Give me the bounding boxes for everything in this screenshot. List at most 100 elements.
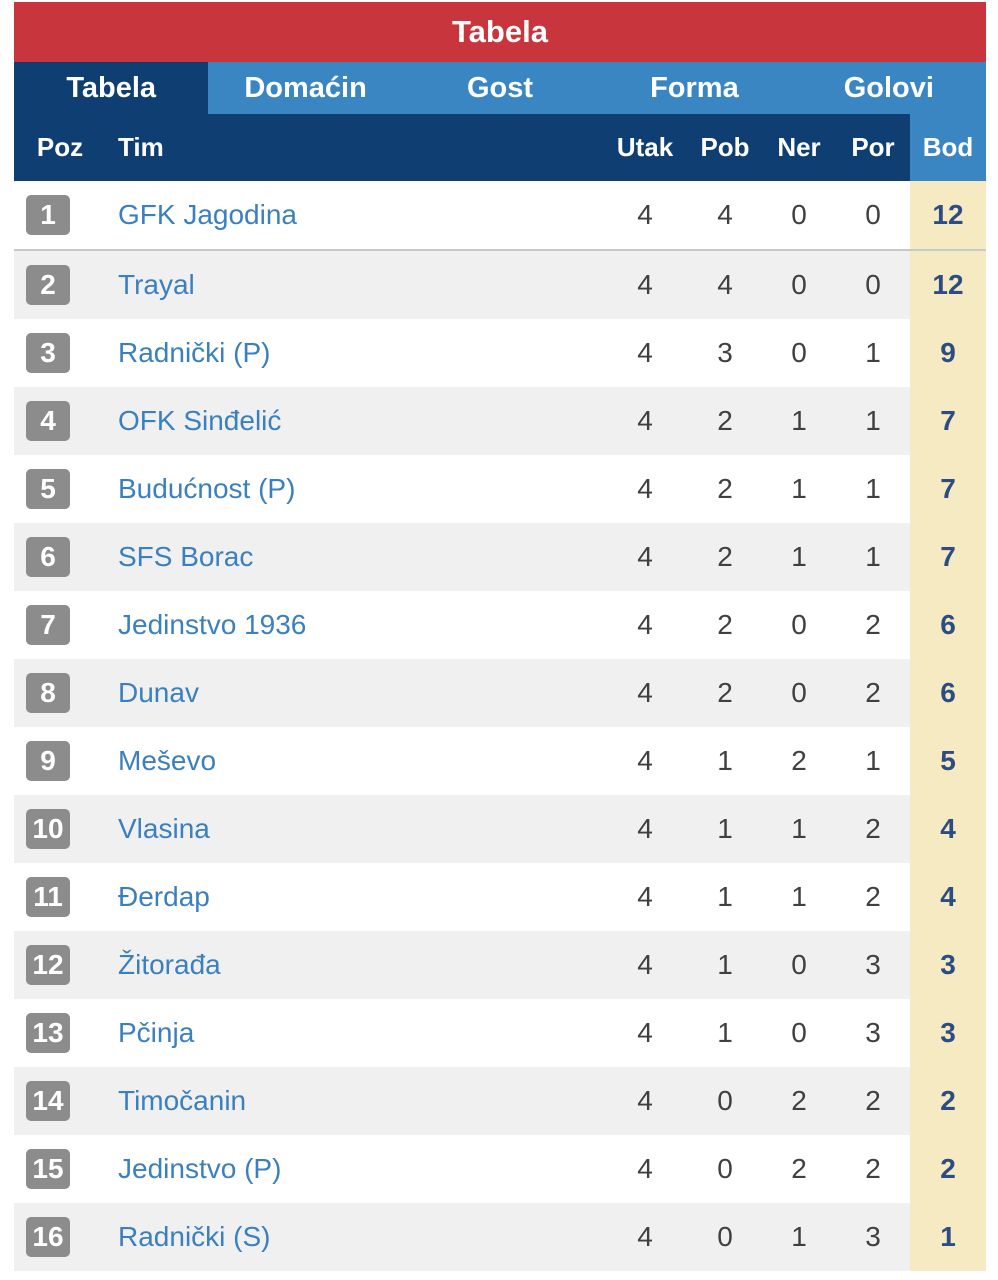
team-name-link[interactable]: Vlasina xyxy=(118,813,210,844)
points: 12 xyxy=(910,181,986,249)
position-cell: 10 xyxy=(14,809,106,849)
points: 12 xyxy=(910,251,986,319)
matches-played: 4 xyxy=(637,541,653,572)
position-cell: 11 xyxy=(14,877,106,917)
position-badge: 12 xyxy=(26,945,70,985)
losses: 3 xyxy=(865,1017,881,1048)
table-row: 10 Vlasina 4 1 1 2 4 xyxy=(14,795,986,863)
position-cell: 3 xyxy=(14,333,106,373)
draws: 1 xyxy=(791,813,807,844)
team-name-link[interactable]: Pčinja xyxy=(118,1017,195,1048)
position-cell: 16 xyxy=(14,1217,106,1257)
team-cell: GFK Jagodina xyxy=(106,199,602,231)
team-name-link[interactable]: GFK Jagodina xyxy=(118,199,297,230)
tab-golovi[interactable]: Golovi xyxy=(843,71,934,104)
position-cell: 13 xyxy=(14,1013,106,1053)
points: 4 xyxy=(910,863,986,931)
draws: 0 xyxy=(791,609,807,640)
team-cell: Trayal xyxy=(106,269,602,301)
losses: 2 xyxy=(865,1153,881,1184)
matches-played: 4 xyxy=(637,473,653,504)
team-cell: Đerdap xyxy=(106,881,602,913)
tab-forma[interactable]: Forma xyxy=(650,71,739,104)
matches-played: 4 xyxy=(637,745,653,776)
wins: 0 xyxy=(717,1085,733,1116)
team-name-link[interactable]: Meševo xyxy=(118,745,217,776)
matches-played: 4 xyxy=(637,269,653,300)
tab-gost[interactable]: Gost xyxy=(466,71,534,104)
matches-played: 4 xyxy=(637,337,653,368)
team-cell: Budućnost (P) xyxy=(106,473,602,505)
team-cell: Jedinstvo (P) xyxy=(106,1153,602,1185)
team-cell: Radnički (P) xyxy=(106,337,602,369)
position-badge: 7 xyxy=(26,605,70,645)
team-name-link[interactable]: Radnički (P) xyxy=(118,337,271,368)
position-badge: 1 xyxy=(26,195,70,235)
team-cell: Dunav xyxy=(106,677,602,709)
team-name-link[interactable]: OFK Sinđelić xyxy=(118,405,282,436)
table-row: 16 Radnički (S) 4 0 1 3 1 xyxy=(14,1203,986,1271)
widget-title: Tabela xyxy=(14,2,986,62)
matches-played: 4 xyxy=(637,1017,653,1048)
losses: 2 xyxy=(865,881,881,912)
losses: 0 xyxy=(865,269,881,300)
points: 7 xyxy=(910,523,986,591)
matches-played: 4 xyxy=(637,199,653,230)
wins: 0 xyxy=(717,1221,733,1252)
points: 9 xyxy=(910,319,986,387)
position-cell: 15 xyxy=(14,1149,106,1189)
team-name-link[interactable]: Budućnost (P) xyxy=(118,473,296,504)
draws: 0 xyxy=(791,199,807,230)
position-cell: 12 xyxy=(14,945,106,985)
team-name-link[interactable]: Radnički (S) xyxy=(118,1221,271,1252)
table-row: 6 SFS Borac 4 2 1 1 7 xyxy=(14,523,986,591)
team-name-link[interactable]: SFS Borac xyxy=(118,541,254,572)
team-cell: Radnički (S) xyxy=(106,1221,602,1253)
team-cell: Vlasina xyxy=(106,813,602,845)
points: 7 xyxy=(910,387,986,455)
header-por: Por xyxy=(851,132,895,162)
position-cell: 4 xyxy=(14,401,106,441)
draws: 1 xyxy=(791,541,807,572)
position-badge: 10 xyxy=(26,809,70,849)
team-name-link[interactable]: Trayal xyxy=(118,269,195,300)
wins: 2 xyxy=(717,405,733,436)
table-row: 15 Jedinstvo (P) 4 0 2 2 2 xyxy=(14,1135,986,1203)
team-name-link[interactable]: Đerdap xyxy=(118,881,210,912)
team-cell: Pčinja xyxy=(106,1017,602,1049)
team-name-link[interactable]: Jedinstvo (P) xyxy=(118,1153,282,1184)
wins: 1 xyxy=(717,1017,733,1048)
wins: 2 xyxy=(717,677,733,708)
team-name-link[interactable]: Timočanin xyxy=(118,1085,247,1116)
wins: 0 xyxy=(717,1153,733,1184)
losses: 3 xyxy=(865,1221,881,1252)
team-name-link[interactable]: Dunav xyxy=(118,677,199,708)
tab-domacin[interactable]: Domaćin xyxy=(244,71,367,104)
matches-played: 4 xyxy=(637,813,653,844)
position-badge: 2 xyxy=(26,265,70,305)
losses: 1 xyxy=(865,745,881,776)
team-cell: Meševo xyxy=(106,745,602,777)
tab-bar: Tabela Domaćin Gost Forma Golovi xyxy=(14,62,986,114)
losses: 2 xyxy=(865,1085,881,1116)
team-name-link[interactable]: Žitorađa xyxy=(118,949,221,980)
table-header: Poz Tim Utak Pob Ner Por Bod xyxy=(14,114,986,181)
position-badge: 16 xyxy=(26,1217,70,1257)
team-name-link[interactable]: Jedinstvo 1936 xyxy=(118,609,307,640)
position-cell: 1 xyxy=(14,195,106,235)
wins: 2 xyxy=(717,473,733,504)
header-bod: Bod xyxy=(910,114,986,181)
losses: 1 xyxy=(865,405,881,436)
header-ner: Ner xyxy=(777,132,821,162)
header-poz: Poz xyxy=(36,132,84,162)
matches-played: 4 xyxy=(637,1153,653,1184)
table-row: 4 OFK Sinđelić 4 2 1 1 7 xyxy=(14,387,986,455)
position-cell: 6 xyxy=(14,537,106,577)
position-cell: 7 xyxy=(14,605,106,645)
standings-widget: Tabela Tabela Domaćin Gost Forma Golovi … xyxy=(14,2,986,1271)
table-row: 1 GFK Jagodina 4 4 0 0 12 xyxy=(14,181,986,251)
tab-tabela[interactable]: Tabela xyxy=(14,62,209,114)
draws: 1 xyxy=(791,405,807,436)
team-cell: Timočanin xyxy=(106,1085,602,1117)
wins: 1 xyxy=(717,745,733,776)
